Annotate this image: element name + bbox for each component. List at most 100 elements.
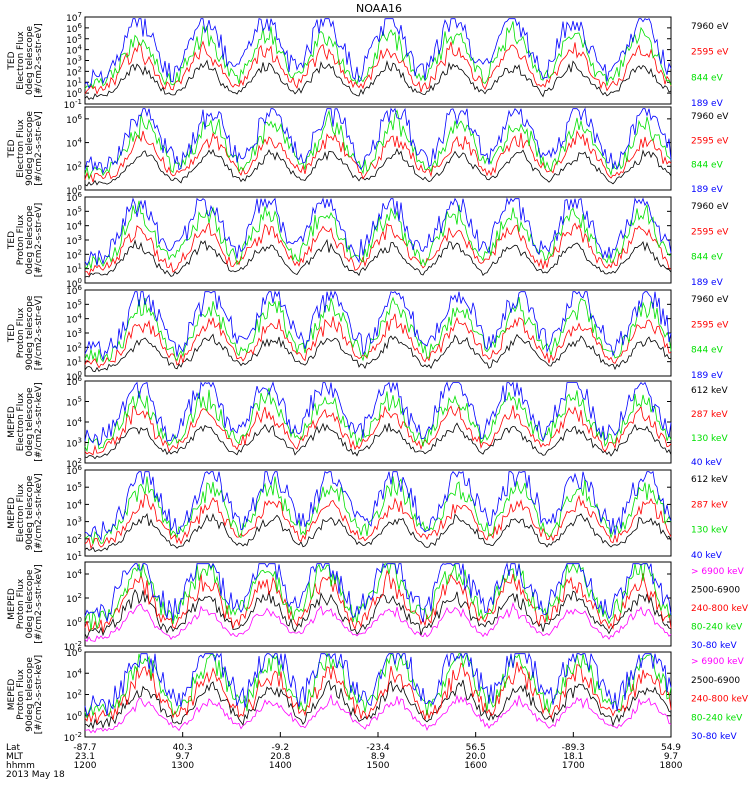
x-tick-label: 1600 xyxy=(464,761,487,771)
x-tick-label: 1400 xyxy=(269,761,292,771)
x-tick-label: 1300 xyxy=(171,761,194,771)
y-tick-label: 10-2 xyxy=(64,640,82,653)
date-label: 2013 May 18 xyxy=(6,770,65,780)
y-tick-label: 102 xyxy=(66,592,82,605)
legend-label: 844 eV xyxy=(691,346,724,356)
legend-label: 240-800 keV xyxy=(691,695,749,705)
series-line xyxy=(84,562,672,623)
legend-label: > 6900 keV xyxy=(691,657,745,667)
y-tick-label: 102 xyxy=(66,65,82,78)
legend-label: 2595 eV xyxy=(691,136,729,146)
panel-frame xyxy=(84,469,672,557)
y-tick-label: 106 xyxy=(66,191,82,204)
series-line xyxy=(84,238,672,278)
legend-label: 287 keV xyxy=(691,410,728,420)
legend-label: 40 keV xyxy=(691,458,723,468)
legend-label: 844 eV xyxy=(691,253,724,263)
panel-5: 102 103 104 105 106 MEPEDElectron Flux0deg te… xyxy=(7,375,728,470)
y-tick-label: 104 xyxy=(66,568,82,581)
y-tick-label: 105 xyxy=(66,481,82,494)
series-line xyxy=(84,422,672,460)
legend-label: 80-240 keV xyxy=(691,623,743,633)
legend-label: 130 keV xyxy=(691,434,728,444)
x-tick-label: 8.9 xyxy=(371,752,386,762)
y-tick-label: 103 xyxy=(66,516,82,529)
series-line xyxy=(84,200,672,269)
y-axis-label: TEDProton Flux0deg telescope[#/cm2-s-str… xyxy=(7,203,44,278)
y-tick-label: 106 xyxy=(66,284,82,297)
y-axis-label: TEDElectron Flux0deg telescope[#/cm2-s-s… xyxy=(7,23,44,98)
series-line xyxy=(84,470,672,541)
series-line xyxy=(84,18,672,89)
y-tick-label: 102 xyxy=(66,341,82,354)
y-tick-label: 103 xyxy=(66,327,82,340)
series-line xyxy=(84,492,672,550)
panel-frame xyxy=(84,561,672,647)
legend-label: 130 keV xyxy=(691,526,728,536)
legend-label: 2595 eV xyxy=(691,320,729,330)
series-line xyxy=(84,652,672,719)
x-tick-label: -87.7 xyxy=(73,743,96,753)
y-tick-label: 102 xyxy=(66,457,82,470)
series-line xyxy=(84,40,672,95)
series-line xyxy=(84,130,672,183)
legend-label: 189 eV xyxy=(691,99,724,109)
series-line xyxy=(84,562,672,631)
x-row-label: MLT xyxy=(6,752,24,762)
x-tick-label: -89.3 xyxy=(562,743,585,753)
legend-label: 7960 eV xyxy=(691,202,729,212)
y-tick-label: 106 xyxy=(66,22,82,35)
series-line xyxy=(84,107,672,175)
legend-label: 2595 eV xyxy=(691,48,729,58)
x-tick-label: 56.5 xyxy=(466,743,486,753)
x-tick-label: 54.9 xyxy=(661,743,681,753)
series-line xyxy=(84,588,672,640)
series-line xyxy=(84,333,672,373)
x-tick-label: 40.3 xyxy=(173,743,193,753)
y-tick-label: 10-1 xyxy=(64,98,82,111)
y-tick-label: 105 xyxy=(66,205,82,218)
y-axis-label: MEPEDProton Flux90deg telescope[#/cm2-s-… xyxy=(7,655,44,734)
series-line xyxy=(84,387,672,453)
y-tick-label: 10-2 xyxy=(64,731,82,744)
y-tick-label: 105 xyxy=(66,396,82,409)
x-tick-label: 23.1 xyxy=(75,752,95,762)
y-tick-label: 100 xyxy=(66,277,82,290)
legend-label: 612 keV xyxy=(691,475,728,485)
x-tick-label: 1800 xyxy=(660,761,683,771)
x-tick-label: 1500 xyxy=(367,761,390,771)
legend-label: 80-240 keV xyxy=(691,713,743,723)
series-line xyxy=(84,404,672,456)
series-line xyxy=(84,59,672,101)
x-tick-label: 1700 xyxy=(562,761,585,771)
y-tick-label: 104 xyxy=(66,498,82,511)
figure-title: NOAA16 xyxy=(356,2,402,15)
y-tick-label: 105 xyxy=(66,33,82,46)
y-tick-label: 100 xyxy=(66,370,82,383)
y-tick-label: 102 xyxy=(66,533,82,546)
series-line xyxy=(84,296,672,363)
y-axis-label: MEPEDProton Flux0deg telescope[#/cm2-s-s… xyxy=(7,564,44,643)
y-axis-label: MEPEDElectron Flux90deg telescope[#/cm2-… xyxy=(7,473,44,552)
x-tick-label: -9.2 xyxy=(272,743,290,753)
series-line xyxy=(84,221,672,276)
legend-label: 189 eV xyxy=(691,185,724,195)
series-line xyxy=(84,693,672,734)
y-tick-label: 106 xyxy=(66,464,82,477)
legend-label: 844 eV xyxy=(691,73,724,83)
y-tick-label: 102 xyxy=(66,160,82,173)
series-line xyxy=(84,109,672,181)
panel-frame xyxy=(84,106,672,191)
panel-8: 10-2 100 102 104 106 MEPEDProton Flux90deg te… xyxy=(7,646,749,744)
panel-frame xyxy=(84,651,672,738)
y-tick-label: 106 xyxy=(66,375,82,388)
x-row-label: hhmm xyxy=(6,761,35,771)
y-tick-label: 101 xyxy=(66,550,82,563)
legend-label: 189 eV xyxy=(691,371,724,381)
y-axis-label: TEDProton Flux90deg telescope[#/cm2-s-st… xyxy=(7,295,44,370)
panel-2: 100 102 104 106 TEDElectron Flux90deg telesc… xyxy=(7,106,729,197)
legend-label: 844 eV xyxy=(691,161,724,171)
x-tick-label: 1200 xyxy=(74,761,97,771)
